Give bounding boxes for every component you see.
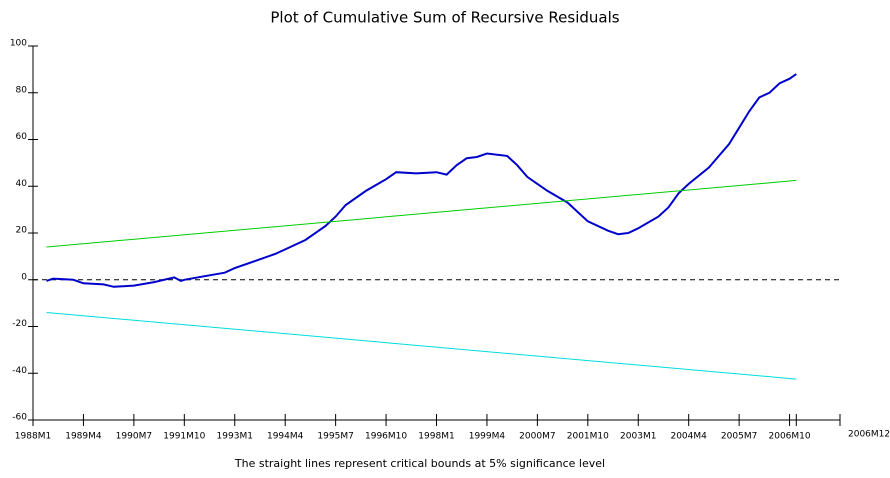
chart-title: Plot of Cumulative Sum of Recursive Resi… [270, 9, 619, 27]
x-tick-label: 2000M7 [519, 432, 555, 442]
y-tick-label: 20 [16, 226, 28, 236]
x-tick-label: 1996M10 [365, 432, 407, 442]
y-tick-label: -40 [12, 366, 27, 376]
y-tick-label: 0 [21, 272, 27, 282]
x-tick-label: 1991M10 [163, 432, 205, 442]
y-tick-label: -20 [12, 319, 27, 329]
y-tick-label: 60 [16, 132, 28, 142]
x-tick-label: 2001M10 [567, 432, 609, 442]
series-line [46, 312, 797, 380]
y-tick-label: 100 [10, 39, 27, 49]
caption: The straight lines represent critical bo… [234, 457, 605, 470]
x-tick-label: 1994M4 [267, 432, 304, 442]
x-tick-label: 1993M1 [217, 432, 253, 442]
x-tick-label: 2003M1 [620, 432, 656, 442]
x-tick-label: 2005M7 [721, 432, 757, 442]
x-tick-label: 1998M1 [418, 432, 454, 442]
x-tick-label: 2006M12 [848, 430, 890, 440]
x-tick-label: 1990M7 [116, 432, 152, 442]
x-tick-label: 1988M1 [15, 432, 51, 442]
y-tick-label: 40 [16, 179, 28, 189]
x-tick-label: 2006M10 [769, 432, 811, 442]
x-tick-label: 1999M4 [469, 432, 506, 442]
y-tick-label: 80 [16, 85, 28, 95]
series-line [46, 73, 797, 288]
y-tick-label: -60 [12, 413, 27, 423]
x-tick-label: 2004M4 [670, 432, 707, 442]
x-tick-label: 1989M4 [65, 432, 102, 442]
x-tick-label: 1995M7 [317, 432, 353, 442]
series-line [46, 179, 797, 248]
